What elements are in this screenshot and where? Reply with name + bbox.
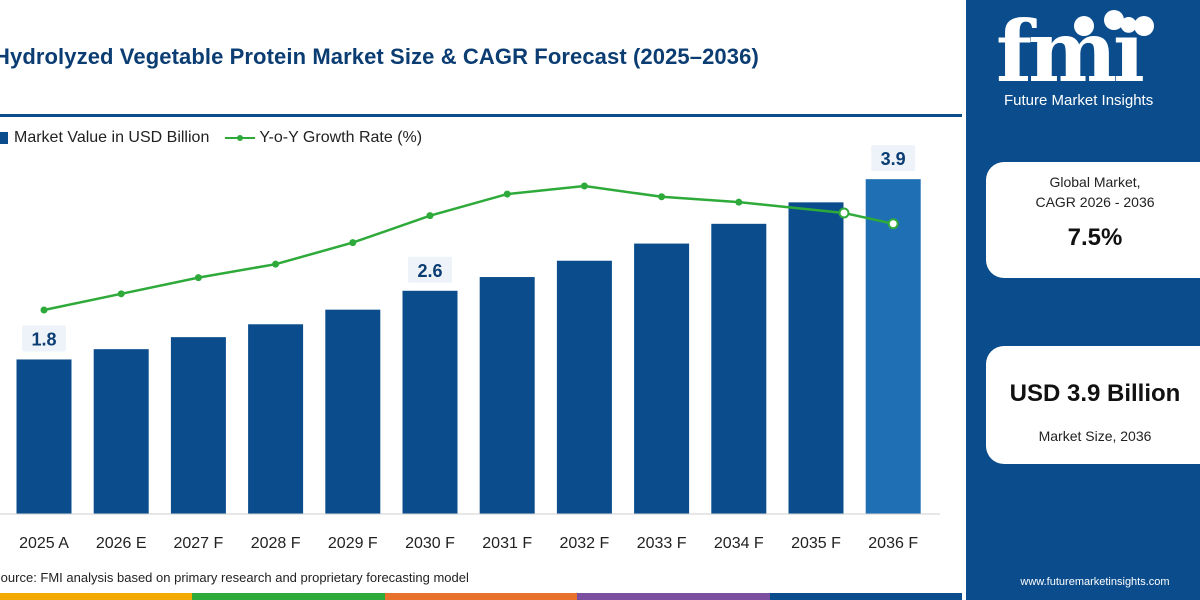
growth-point <box>349 239 357 247</box>
x-tick-label: 2035 F <box>791 535 841 552</box>
growth-line-layer <box>40 182 899 314</box>
fmi-logo: fmi Future Market Insights <box>996 2 1196 109</box>
labels-layer: 1.8 2.6 3.9 2025 A 2026 E 2027 F 2028 F 2029 F 2… <box>19 145 918 552</box>
legend-line-swatch <box>225 132 256 144</box>
growth-point <box>580 182 588 190</box>
growth-point <box>272 260 280 268</box>
x-tick-label: 2034 F <box>714 535 764 552</box>
stripe-segment <box>577 593 770 600</box>
x-tick-label: 2028 F <box>251 535 301 552</box>
cagr-label-line1: Global Market, <box>1049 174 1141 190</box>
bar-2032-f <box>556 260 612 514</box>
data-label-bg <box>22 325 66 352</box>
market-size-label: Market Size, 2036 <box>1038 428 1152 444</box>
bar-2025-a <box>16 359 72 514</box>
stripe-segment <box>769 593 963 600</box>
bar-2035-f <box>788 202 844 514</box>
title-divider <box>0 114 962 117</box>
stripe-segment <box>192 593 385 600</box>
market-size-value: USD 3.9 Billion <box>1009 380 1181 407</box>
bar-line-chart: 1.8 2.6 3.9 2025 A 2026 E 2027 F 2028 F 2029 F 2… <box>0 145 940 552</box>
website-url[interactable]: www.futuremarketinsights.com <box>1020 576 1170 588</box>
bar-data-label: 2.6 <box>417 261 442 281</box>
x-tick-label: 2032 F <box>559 535 609 552</box>
growth-point <box>426 212 434 220</box>
x-tick-label: 2025 A <box>19 535 69 552</box>
growth-point <box>117 290 125 298</box>
x-tick-label: 2036 F <box>868 535 918 552</box>
growth-point <box>838 207 850 219</box>
chart-title: Hydrolyzed Vegetable Protein Market Size… <box>0 44 759 69</box>
legend-line-label: Y-o-Y Growth Rate (%) <box>259 129 423 146</box>
growth-point <box>887 218 899 230</box>
x-tick-label: 2031 F <box>482 535 532 552</box>
x-tick-label: 2030 F <box>405 535 455 552</box>
x-tick-label: 2029 F <box>328 535 378 552</box>
bar-data-label: 3.9 <box>881 149 906 169</box>
data-label-bg <box>408 256 452 283</box>
bar-2027-f <box>170 337 226 514</box>
growth-point <box>40 306 48 314</box>
cagr-value: 7.5% <box>1067 224 1123 251</box>
stripe-segment <box>384 593 578 600</box>
bars-layer <box>16 179 921 515</box>
legend-bar-swatch <box>0 132 8 144</box>
x-tick-label: 2033 F <box>637 535 687 552</box>
bar-2029-f <box>325 309 381 514</box>
brand-name: Future Market Insights <box>1004 92 1154 109</box>
bar-2033-f <box>634 243 690 514</box>
globe-icon <box>1134 16 1154 36</box>
market-size-card: USD 3.9 Billion Market Size, 2036 <box>986 346 1200 464</box>
x-tick-label: 2026 E <box>96 535 147 552</box>
globe-icon <box>1074 16 1094 36</box>
cagr-label-line2: CAGR 2026 - 2036 <box>1035 194 1155 210</box>
bar-2031-f <box>479 277 535 514</box>
growth-point <box>658 193 666 201</box>
summary-panel: fmi Future Market Insights Global Market… <box>962 0 1200 600</box>
stripe-segment <box>0 593 193 600</box>
chart-legend: Market Value in USD Billion Y-o-Y Growth… <box>0 128 422 148</box>
x-tick-label: 2027 F <box>173 535 223 552</box>
bar-2026-e <box>93 349 149 514</box>
growth-point <box>194 274 202 282</box>
cagr-card: Global Market, CAGR 2026 - 2036 7.5% <box>986 162 1200 278</box>
legend-bar-label: Market Value in USD Billion <box>14 129 210 146</box>
bar-2028-f <box>248 324 304 514</box>
source-note: Source: FMI analysis based on primary re… <box>0 570 469 585</box>
growth-rate-line <box>43 184 894 312</box>
globe-icon <box>1104 10 1124 30</box>
bar-2034-f <box>711 223 767 514</box>
growth-point <box>503 190 511 198</box>
data-label-bg <box>871 145 916 172</box>
bar-data-label: 1.8 <box>31 329 56 349</box>
growth-point <box>735 198 743 206</box>
bar-2036-f <box>865 179 921 515</box>
bottom-color-stripe <box>0 593 963 600</box>
bar-2030-f <box>402 290 458 514</box>
